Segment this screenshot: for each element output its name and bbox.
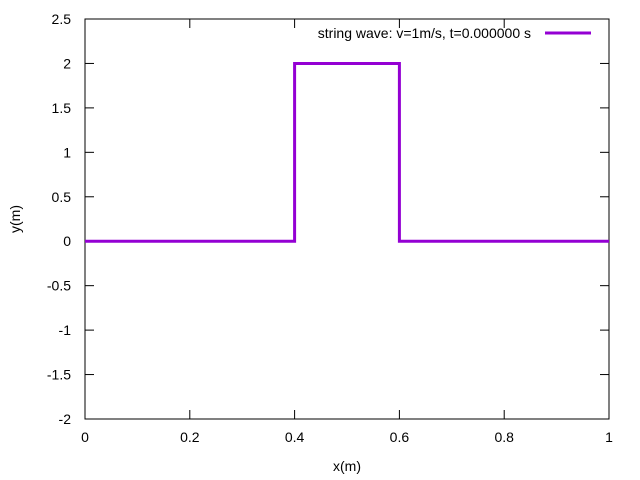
legend: string wave: v=1m/s, t=0.000000 s <box>318 25 591 41</box>
series-layer <box>85 61 609 243</box>
plot-frame <box>84 18 610 420</box>
series-line <box>85 61 609 243</box>
x-tick-label: 1 <box>605 429 613 445</box>
x-axis-ticks: 0 0.2 0.4 0.6 0.8 1 <box>81 19 613 445</box>
y-tick-label: -1.5 <box>47 367 71 383</box>
y-tick-label: 1.5 <box>52 100 72 116</box>
y-axis-label: y(m) <box>7 205 23 233</box>
x-tick-label: 0.6 <box>390 429 410 445</box>
x-tick-label: 0 <box>81 429 89 445</box>
y-tick-label: 2 <box>63 55 71 71</box>
y-tick-label: -2 <box>59 411 72 427</box>
y-tick-label: 0 <box>63 233 71 249</box>
x-tick-label: 0.2 <box>180 429 200 445</box>
legend-label: string wave: v=1m/s, t=0.000000 s <box>318 25 531 41</box>
y-axis-ticks: -2 -1.5 -1 -0.5 0 0.5 1 1.5 2 2.5 <box>47 11 609 427</box>
x-axis-label: x(m) <box>333 458 361 474</box>
y-tick-label: 1 <box>63 144 71 160</box>
y-tick-label: -1 <box>59 322 72 338</box>
x-tick-label: 0.8 <box>494 429 514 445</box>
y-tick-label: -0.5 <box>47 278 71 294</box>
plot-border <box>84 18 610 420</box>
y-tick-label: 2.5 <box>52 11 72 27</box>
x-tick-label: 0.4 <box>285 429 305 445</box>
y-tick-label: 0.5 <box>52 189 72 205</box>
